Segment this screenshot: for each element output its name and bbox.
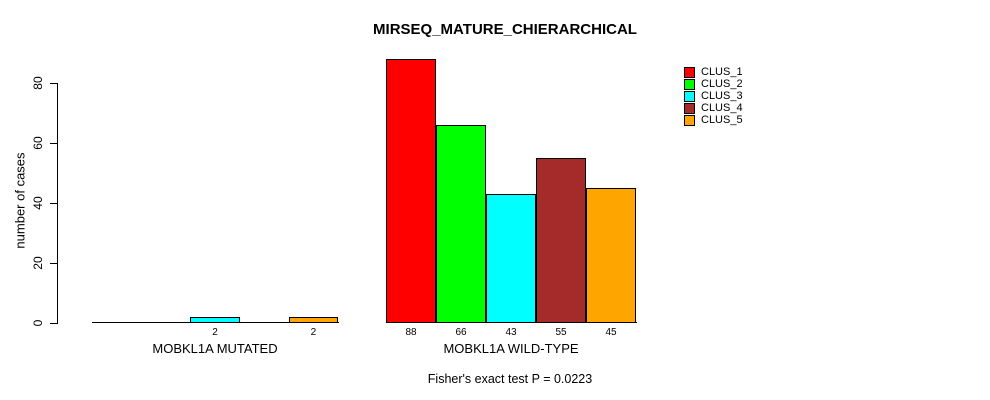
bar-clus_3 <box>486 194 536 323</box>
y-tick-label: 40 <box>31 196 45 210</box>
y-tick-label: 0 <box>31 319 45 327</box>
y-tick-label: 20 <box>31 256 45 270</box>
y-tick <box>50 323 58 324</box>
legend-swatch-clus_1 <box>684 66 695 78</box>
y-tick-label: 60 <box>31 136 45 150</box>
bar-clus_3 <box>190 317 240 323</box>
legend-item: CLUS_1 <box>684 66 743 78</box>
bar-clus_5 <box>586 188 636 323</box>
bar-value-label: 55 <box>555 327 567 338</box>
legend-label: CLUS_3 <box>701 90 743 102</box>
bar-value-label: 88 <box>405 327 417 338</box>
bar-value-label: 2 <box>310 327 317 338</box>
x-group-label-wildtype: MOBKL1A WILD-TYPE <box>443 341 579 356</box>
legend-label: CLUS_2 <box>701 78 743 90</box>
legend-item: CLUS_2 <box>684 78 743 90</box>
bar-clus_4 <box>536 158 586 323</box>
y-tick-label: 80 <box>31 76 45 90</box>
y-tick <box>50 143 58 144</box>
bar-clus_2 <box>436 125 486 323</box>
legend-swatch-clus_2 <box>684 78 695 90</box>
legend-label: CLUS_4 <box>701 102 743 114</box>
chart-title: MIRSEQ_MATURE_CHIERARCHICAL <box>373 21 637 38</box>
y-tick <box>50 263 58 264</box>
bar-clus_5 <box>288 317 338 323</box>
legend-swatch-clus_3 <box>684 90 695 102</box>
y-tick <box>50 83 58 84</box>
legend-item: CLUS_3 <box>684 90 743 102</box>
bar-clus_1 <box>386 59 436 323</box>
legend-item: CLUS_5 <box>684 114 743 126</box>
bar-value-label: 45 <box>605 327 617 338</box>
legend-swatch-clus_4 <box>684 102 695 114</box>
bar-value-label: 66 <box>455 327 467 338</box>
legend-label: CLUS_5 <box>701 114 743 126</box>
bar-value-label: 2 <box>212 327 218 338</box>
y-tick <box>50 203 58 204</box>
x-group-label-mutated: MOBKL1A MUTATED <box>152 341 278 356</box>
y-axis-title: number of cases <box>12 152 28 249</box>
legend-label: CLUS_1 <box>701 66 743 78</box>
fisher-test-note: Fisher's exact test P = 0.0223 <box>427 372 593 386</box>
bar-value-label: 43 <box>505 327 517 338</box>
legend-swatch-clus_5 <box>684 114 695 126</box>
legend-item: CLUS_4 <box>684 102 743 114</box>
